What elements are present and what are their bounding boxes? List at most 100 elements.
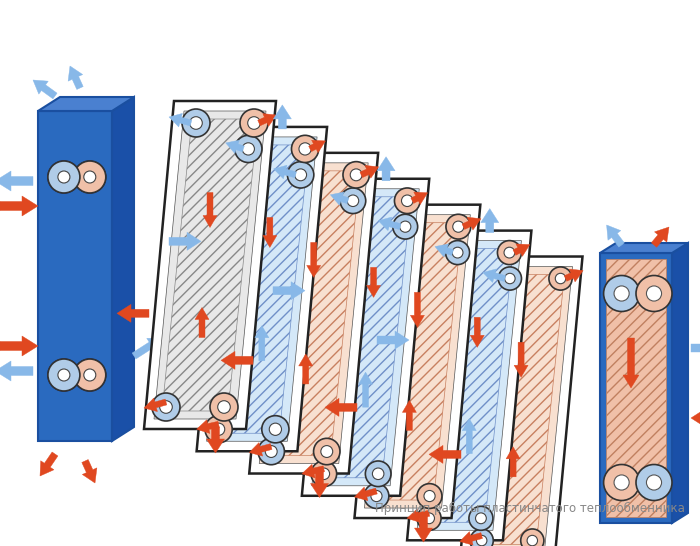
Polygon shape (514, 342, 528, 377)
Polygon shape (360, 165, 379, 178)
Polygon shape (255, 326, 269, 361)
Polygon shape (407, 230, 531, 541)
Polygon shape (221, 352, 253, 369)
Circle shape (347, 195, 358, 206)
Polygon shape (414, 516, 433, 542)
Circle shape (321, 446, 332, 458)
Polygon shape (564, 269, 583, 282)
Circle shape (646, 286, 662, 301)
Polygon shape (154, 111, 266, 419)
Polygon shape (169, 114, 192, 127)
Polygon shape (249, 443, 272, 456)
Polygon shape (407, 509, 430, 523)
Polygon shape (0, 361, 33, 381)
Polygon shape (68, 66, 83, 90)
Polygon shape (33, 80, 57, 99)
Polygon shape (112, 97, 134, 441)
Circle shape (453, 221, 464, 232)
Polygon shape (600, 253, 672, 523)
Polygon shape (460, 257, 582, 546)
Polygon shape (411, 192, 428, 205)
Circle shape (636, 465, 672, 501)
Polygon shape (197, 420, 219, 434)
Circle shape (469, 506, 493, 530)
Polygon shape (378, 217, 401, 230)
Circle shape (505, 274, 515, 284)
Circle shape (291, 135, 318, 163)
Polygon shape (470, 266, 573, 546)
Circle shape (646, 475, 662, 490)
Circle shape (498, 267, 522, 290)
Polygon shape (0, 171, 33, 191)
Polygon shape (206, 427, 225, 453)
Polygon shape (169, 233, 201, 250)
Circle shape (295, 169, 307, 181)
Circle shape (350, 169, 362, 181)
Polygon shape (402, 400, 416, 430)
Circle shape (400, 221, 411, 232)
Polygon shape (144, 101, 276, 429)
Polygon shape (40, 452, 58, 476)
Circle shape (84, 369, 96, 381)
Polygon shape (0, 196, 38, 216)
Circle shape (504, 247, 514, 258)
Polygon shape (651, 227, 669, 247)
Polygon shape (462, 217, 481, 230)
Circle shape (84, 171, 96, 183)
Polygon shape (460, 532, 482, 545)
Circle shape (318, 468, 330, 479)
Polygon shape (263, 217, 277, 247)
Polygon shape (429, 446, 461, 464)
Polygon shape (273, 105, 291, 129)
Polygon shape (38, 111, 112, 441)
Circle shape (74, 161, 106, 193)
Polygon shape (354, 205, 480, 518)
Circle shape (340, 188, 365, 213)
Polygon shape (435, 244, 454, 257)
Circle shape (182, 109, 210, 137)
Polygon shape (691, 339, 700, 357)
Polygon shape (0, 336, 38, 356)
Circle shape (477, 535, 487, 546)
Circle shape (311, 461, 337, 486)
Circle shape (258, 438, 284, 465)
Polygon shape (691, 409, 700, 427)
Polygon shape (206, 137, 317, 441)
Polygon shape (417, 241, 522, 530)
Circle shape (48, 161, 80, 193)
Polygon shape (623, 338, 639, 388)
Circle shape (452, 247, 463, 258)
Polygon shape (483, 269, 505, 282)
Text: Принцип работы пластинчатого теплообменника: Принцип работы пластинчатого теплообменн… (375, 501, 685, 514)
Circle shape (365, 461, 391, 486)
Polygon shape (607, 225, 624, 247)
Circle shape (446, 241, 470, 265)
Circle shape (521, 529, 544, 546)
Polygon shape (249, 153, 378, 473)
Polygon shape (38, 97, 134, 111)
Circle shape (210, 393, 238, 421)
Circle shape (48, 359, 80, 391)
Circle shape (636, 276, 672, 312)
Polygon shape (600, 243, 688, 253)
Circle shape (48, 161, 80, 193)
Circle shape (417, 484, 442, 508)
Polygon shape (311, 472, 328, 497)
Polygon shape (82, 460, 97, 483)
Circle shape (402, 195, 413, 206)
Circle shape (58, 369, 70, 381)
Circle shape (314, 438, 340, 465)
Circle shape (288, 162, 314, 188)
Circle shape (603, 276, 640, 312)
Polygon shape (144, 398, 167, 412)
Circle shape (527, 535, 538, 546)
Polygon shape (481, 209, 498, 233)
Circle shape (424, 490, 435, 502)
Polygon shape (354, 487, 377, 501)
Polygon shape (195, 307, 209, 337)
Circle shape (343, 162, 370, 188)
Circle shape (393, 214, 418, 239)
Circle shape (498, 241, 522, 265)
Circle shape (74, 359, 106, 391)
Circle shape (242, 143, 254, 155)
